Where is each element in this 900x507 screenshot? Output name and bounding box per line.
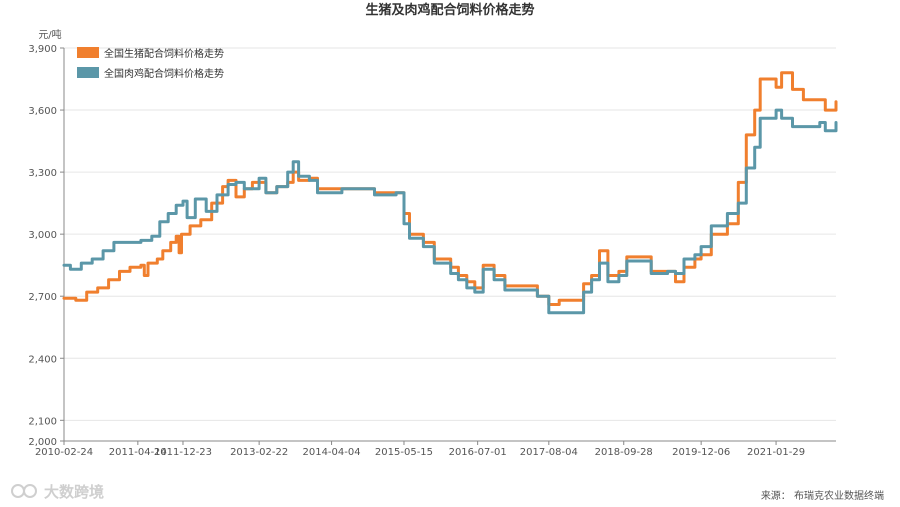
legend-label: 全国生猪配合饲料价格走势 — [104, 47, 224, 60]
x-tick-label: 2017-08-04 — [520, 447, 578, 458]
series-lines — [62, 71, 838, 315]
legend-swatch — [77, 47, 99, 58]
series-line-1 — [62, 71, 838, 306]
x-tick-label: 2019-12-06 — [672, 447, 730, 458]
brand-logo: 大数跨境 — [11, 483, 104, 501]
x-tick-label: 2011-12-23 — [154, 447, 212, 458]
y-tick-label: 2,700 — [28, 292, 57, 303]
source-note: 来源： 布瑞克农业数据终端 — [761, 489, 884, 502]
logo-mark-icon — [11, 484, 25, 498]
x-tick-label: 2015-05-15 — [375, 447, 433, 458]
logo-text: 大数跨境 — [44, 483, 104, 501]
y-tick-label: 3,000 — [28, 230, 57, 241]
x-tick-label: 2018-09-28 — [595, 447, 653, 458]
x-tick-label: 2016-07-01 — [449, 447, 507, 458]
x-tick-label: 2010-02-24 — [35, 447, 93, 458]
legend-label: 全国肉鸡配合饲料价格走势 — [104, 67, 224, 80]
chart-title: 生猪及肉鸡配合饲料价格走势 — [365, 2, 534, 18]
y-tick-label: 2,100 — [28, 416, 57, 427]
y-tick-label: 2,400 — [28, 354, 57, 365]
series-line-2 — [62, 108, 838, 315]
x-tick-label: 2014-04-04 — [302, 447, 360, 458]
y-tick-label: 3,900 — [28, 44, 57, 55]
logo-mark-icon-2 — [23, 484, 37, 498]
legend-swatch — [77, 67, 99, 78]
y-tick-label: 3,600 — [28, 106, 57, 117]
y-tick-label: 2,000 — [28, 437, 57, 448]
axes: 2,000 2,100 2,400 2,700 3,000 3,300 3,600 3,900… — [28, 44, 836, 458]
y-tick-label: 3,300 — [28, 168, 57, 179]
x-tick-label: 2013-02-22 — [230, 447, 288, 458]
grid-lines — [64, 47, 836, 421]
x-tick-label: 2011-04-14 — [109, 447, 167, 458]
y-axis-unit: 元/吨 — [38, 28, 61, 41]
x-tick-label: 2021-01-29 — [747, 447, 805, 458]
